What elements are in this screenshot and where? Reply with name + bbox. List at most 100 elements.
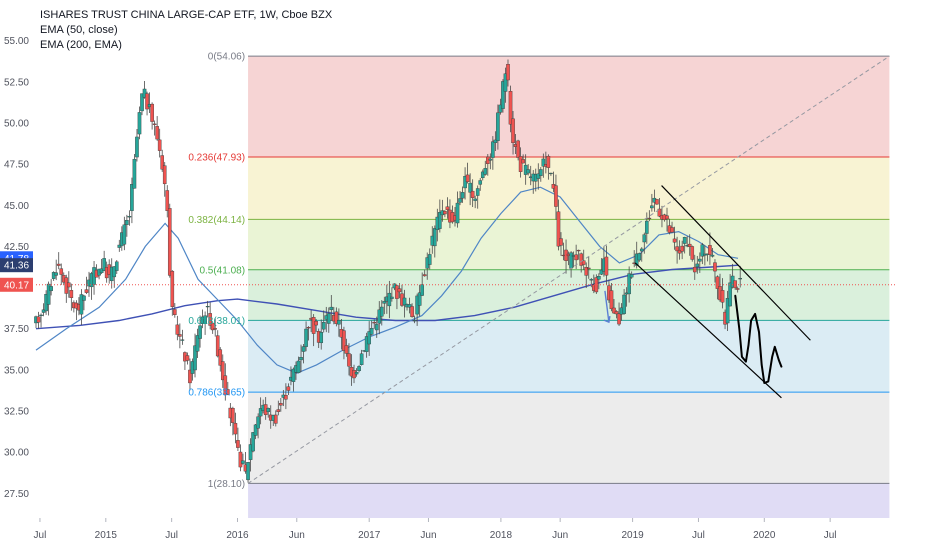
fib-level-label: 0.618(38.01) (188, 316, 245, 327)
candle-up (417, 292, 422, 306)
candle-down (581, 260, 586, 265)
arrow-head (603, 316, 611, 324)
candle-down (521, 159, 525, 164)
candle-down (284, 395, 288, 400)
fib-lines (248, 55, 890, 484)
candle-up (205, 305, 210, 308)
candle-up (266, 408, 271, 412)
candle-up (125, 220, 129, 225)
candle-down (690, 246, 695, 260)
arrow-line (604, 290, 610, 323)
x-tick-label: 2016 (226, 530, 249, 541)
candle-up (135, 136, 139, 158)
x-tick-label: Jul (692, 530, 705, 541)
candle-up (700, 244, 705, 257)
x-axis[interactable]: Jul 2015 Jul 2016 Jun 2017 Jun 2018 Jun 2019 Jul 20… (34, 518, 837, 541)
candle-down (556, 211, 561, 247)
y-tick-label: 55.00 (4, 36, 29, 47)
candle-up (491, 141, 495, 158)
candle-up (102, 258, 106, 271)
candle-up (127, 216, 132, 218)
candle-up (82, 295, 86, 301)
candle-down (665, 215, 669, 220)
candle-down (445, 206, 450, 210)
candle-down (150, 103, 154, 122)
candle-up (39, 314, 43, 316)
legend-ema200[interactable]: EMA (200, EMA) (40, 39, 122, 51)
candle-up (354, 372, 359, 375)
candle-down (220, 361, 225, 381)
candle-up (296, 360, 301, 374)
price-label-box (0, 258, 33, 273)
candle-up (256, 416, 260, 429)
fib-level-label: 0(54.06) (208, 52, 245, 63)
ema50-layer (35, 186, 739, 374)
candle-up (137, 112, 142, 135)
candle-up (79, 294, 84, 315)
candle-down (210, 322, 215, 331)
candle-down (67, 282, 71, 288)
candle-up (412, 320, 417, 322)
candle-up (301, 346, 306, 352)
ema200-line (35, 264, 739, 330)
candle-down (334, 311, 339, 324)
candle-up (357, 366, 361, 372)
fib-band (248, 392, 890, 484)
candle-up (475, 188, 480, 196)
legend-ema50[interactable]: EMA (50, close) (40, 24, 118, 36)
candle-down (586, 267, 591, 270)
candle-up (319, 332, 324, 344)
candle-up (321, 322, 326, 330)
fib-level-label: 0.5(41.08) (199, 265, 245, 276)
candle-up (478, 180, 483, 185)
candle-up (142, 88, 147, 98)
candle-up (458, 198, 462, 203)
candle-up (390, 296, 394, 299)
candle-up (438, 212, 442, 229)
candle-down (347, 353, 351, 367)
candle-down (238, 451, 243, 468)
candle-up (367, 331, 371, 345)
candle-down (236, 440, 240, 448)
candle-down (574, 254, 578, 261)
candle-down (175, 324, 180, 335)
channel-upper-line (661, 185, 811, 341)
candle-up (427, 254, 432, 265)
candle-down (231, 408, 235, 423)
candle-down (465, 174, 470, 183)
candle-up (629, 274, 634, 278)
candle-up (304, 328, 308, 347)
candle-up (49, 286, 53, 292)
candle-up (710, 254, 715, 257)
candle-down (657, 208, 662, 217)
candle-up (246, 462, 250, 481)
candle-up (241, 460, 245, 464)
candle-up (645, 220, 649, 234)
candle-down (69, 290, 74, 299)
candle-down (36, 316, 41, 323)
candle-up (501, 81, 505, 109)
candle-up (589, 279, 594, 281)
x-tick-label: Jul (34, 530, 47, 541)
candle-down (226, 389, 230, 395)
candle-up (725, 298, 730, 324)
y-tick-label: 47.50 (4, 160, 29, 171)
candle-down (152, 123, 157, 125)
candle-up (46, 283, 51, 305)
candle-up (291, 368, 296, 382)
y-tick-label: 37.50 (4, 324, 29, 335)
chart-title[interactable]: ISHARES TRUST CHINA LARGE-CAP ETF, 1W, C… (40, 9, 333, 21)
candle-down (84, 289, 89, 293)
candle-down (218, 349, 223, 366)
candle-up (369, 328, 374, 335)
y-tick-label: 32.50 (4, 407, 29, 418)
candle-down (208, 313, 212, 326)
x-tick-label: 2015 (95, 530, 118, 541)
candle-up (248, 444, 253, 460)
ema50-line (35, 186, 739, 374)
candle-down (609, 290, 614, 310)
y-tick-label: 35.00 (4, 365, 29, 376)
fib-band (248, 269, 890, 321)
candle-down (518, 156, 523, 172)
